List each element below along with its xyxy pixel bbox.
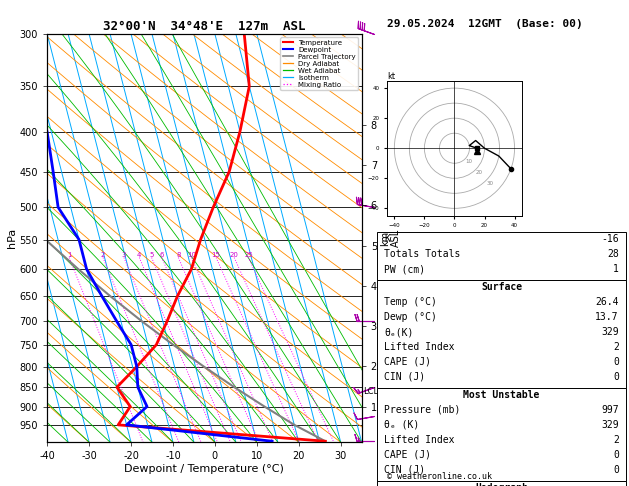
Text: 10: 10: [465, 159, 472, 164]
Text: 1: 1: [67, 252, 72, 258]
Text: 329: 329: [601, 420, 619, 430]
Text: CAPE (J): CAPE (J): [384, 450, 431, 460]
Bar: [377, 481, 626, 486]
Text: kt: kt: [387, 71, 395, 81]
Text: 10: 10: [187, 252, 196, 258]
X-axis label: Dewpoint / Temperature (°C): Dewpoint / Temperature (°C): [125, 464, 284, 474]
Text: 15: 15: [212, 252, 221, 258]
Bar: [377, 232, 626, 280]
Text: 2: 2: [613, 435, 619, 445]
Text: © weatheronline.co.uk: © weatheronline.co.uk: [387, 472, 492, 481]
Text: 0: 0: [613, 357, 619, 367]
Y-axis label: hPa: hPa: [7, 228, 17, 248]
Text: CAPE (J): CAPE (J): [384, 357, 431, 367]
Text: 2: 2: [101, 252, 105, 258]
Text: -16: -16: [601, 234, 619, 244]
Text: Dewp (°C): Dewp (°C): [384, 312, 437, 322]
Text: CIN (J): CIN (J): [384, 465, 426, 475]
Text: K: K: [384, 234, 391, 244]
Text: 5: 5: [150, 252, 154, 258]
Text: LCL: LCL: [363, 387, 379, 396]
Text: 2: 2: [613, 342, 619, 352]
Text: θₑ (K): θₑ (K): [384, 420, 420, 430]
Text: 4: 4: [137, 252, 142, 258]
Text: 28: 28: [607, 249, 619, 260]
Text: Hodograph: Hodograph: [475, 483, 528, 486]
Text: 29.05.2024  12GMT  (Base: 00): 29.05.2024 12GMT (Base: 00): [387, 19, 582, 30]
Text: Most Unstable: Most Unstable: [464, 390, 540, 400]
Text: θₑ(K): θₑ(K): [384, 327, 414, 337]
Text: 6: 6: [160, 252, 164, 258]
Text: 3: 3: [122, 252, 126, 258]
Text: 30: 30: [487, 181, 494, 186]
Title: 32°00'N  34°48'E  127m  ASL: 32°00'N 34°48'E 127m ASL: [103, 20, 306, 33]
Text: 25: 25: [244, 252, 253, 258]
Text: 0: 0: [613, 465, 619, 475]
Text: Lifted Index: Lifted Index: [384, 435, 455, 445]
Text: 329: 329: [601, 327, 619, 337]
Text: Totals Totals: Totals Totals: [384, 249, 461, 260]
Text: 20: 20: [476, 170, 483, 175]
Text: 0: 0: [613, 372, 619, 382]
Text: Pressure (mb): Pressure (mb): [384, 405, 461, 415]
Text: 13.7: 13.7: [595, 312, 619, 322]
Text: 997: 997: [601, 405, 619, 415]
Bar: [377, 388, 626, 481]
Text: PW (cm): PW (cm): [384, 264, 426, 274]
Text: Lifted Index: Lifted Index: [384, 342, 455, 352]
Text: Temp (°C): Temp (°C): [384, 297, 437, 307]
Bar: [377, 280, 626, 388]
Text: CIN (J): CIN (J): [384, 372, 426, 382]
Text: 1: 1: [613, 264, 619, 274]
Legend: Temperature, Dewpoint, Parcel Trajectory, Dry Adiabat, Wet Adiabat, Isotherm, Mi: Temperature, Dewpoint, Parcel Trajectory…: [281, 37, 358, 90]
Text: 8: 8: [176, 252, 181, 258]
Text: 26.4: 26.4: [595, 297, 619, 307]
Text: Surface: Surface: [481, 282, 522, 292]
Text: 20: 20: [230, 252, 238, 258]
Text: 0: 0: [613, 450, 619, 460]
Y-axis label: km
ASL: km ASL: [380, 229, 401, 247]
